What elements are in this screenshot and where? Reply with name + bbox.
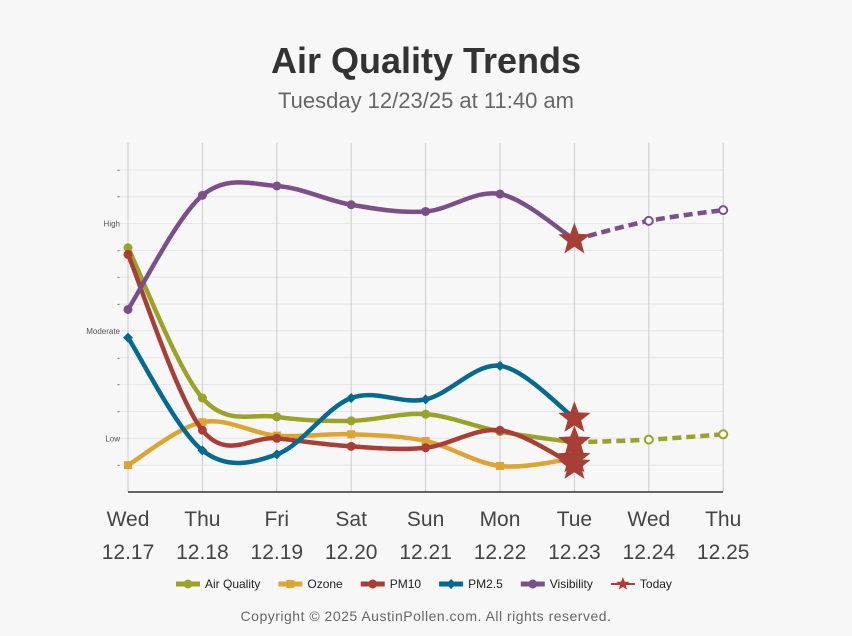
x-tick-label: Wed (107, 508, 150, 531)
data-point (197, 393, 207, 403)
x-tick-label: 12.20 (325, 541, 378, 564)
forecast-point (643, 215, 654, 226)
x-tick-label: 12.23 (548, 541, 601, 564)
data-point (346, 200, 356, 210)
data-point (346, 441, 356, 451)
copyright: Copyright © 2025 AustinPollen.com. All r… (240, 608, 612, 624)
legend-item: Air Quality (176, 577, 260, 591)
chart-title: Air Quality Trends (270, 40, 582, 81)
x-tick-label: Fri (265, 508, 290, 531)
data-point (198, 418, 207, 427)
legend-label: Visibility (550, 577, 593, 591)
data-point (346, 416, 356, 426)
x-tick-label: 12.17 (102, 541, 155, 564)
y-tick-label: - (117, 380, 120, 390)
data-point (495, 360, 505, 371)
legend-item: Ozone (278, 577, 343, 591)
data-point (347, 430, 356, 439)
legend-star-icon (616, 577, 630, 590)
data-point (197, 445, 208, 456)
data-point (495, 189, 505, 199)
y-tick-label: - (117, 460, 120, 470)
y-tick-label: - (117, 245, 120, 255)
y-tick-label: High (104, 220, 120, 229)
forecast-point (643, 434, 654, 445)
legend-marker (286, 580, 295, 588)
data-point (123, 332, 133, 343)
legend-item: Visibility (520, 577, 593, 591)
y-tick-label: - (117, 192, 120, 202)
legend-marker (528, 579, 538, 589)
legend-item: PM2.5 (439, 577, 503, 591)
y-tick-label: - (117, 299, 120, 309)
x-tick-label: Tue (557, 508, 592, 531)
x-tick-label: 12.25 (697, 541, 750, 564)
data-point (346, 393, 357, 404)
x-tick-label: Sun (407, 508, 444, 531)
data-point (123, 304, 133, 314)
y-tick-label: - (117, 165, 120, 175)
y-tick-label: - (117, 353, 120, 363)
today-star (558, 401, 591, 432)
x-tick-label: 12.21 (399, 541, 452, 564)
legend-label: PM2.5 (468, 577, 503, 591)
x-tick-label: Wed (627, 508, 670, 531)
data-point (271, 449, 282, 460)
x-tick-label: 12.24 (623, 541, 676, 564)
data-point (197, 425, 207, 435)
legend-item: Today (610, 577, 672, 591)
x-tick-label: Mon (480, 508, 521, 531)
forecast-point (718, 429, 729, 440)
legend-marker (183, 579, 193, 589)
x-tick-label: Sat (335, 508, 367, 531)
today-star (558, 222, 591, 254)
data-point (123, 243, 133, 253)
data-point (421, 206, 431, 216)
today-star (558, 448, 591, 479)
x-tick-label: 12.19 (251, 541, 304, 564)
data-point (421, 409, 431, 419)
data-point (272, 433, 282, 443)
data-point (272, 181, 282, 191)
data-point (421, 443, 431, 453)
forecast-point (718, 205, 729, 216)
today-star (558, 425, 591, 457)
y-tick-label: Moderate (86, 327, 120, 336)
data-point (124, 461, 132, 470)
x-tick-label: Thu (184, 508, 220, 531)
legend-item: PM10 (360, 577, 422, 591)
legend-label: Air Quality (205, 577, 260, 591)
x-tick-label: 12.18 (176, 541, 229, 564)
y-tick-label: - (117, 272, 120, 282)
chart-subtitle: Tuesday 12/23/25 at 11:40 am (278, 88, 574, 113)
data-point (495, 425, 505, 435)
x-tick-label: Thu (705, 508, 741, 531)
legend-label: Ozone (307, 577, 343, 591)
data-point (496, 461, 504, 470)
x-tick-label: 12.22 (474, 541, 527, 564)
data-point (420, 394, 431, 405)
legend-label: PM10 (390, 577, 422, 591)
legend-marker (446, 579, 457, 589)
data-point (421, 436, 430, 445)
legend-label: Today (640, 577, 672, 591)
y-tick-label: Low (105, 434, 120, 443)
data-point (197, 190, 207, 200)
data-point (272, 412, 282, 422)
data-point (123, 249, 133, 259)
y-tick-label: - (117, 406, 120, 416)
legend-marker (368, 579, 378, 589)
